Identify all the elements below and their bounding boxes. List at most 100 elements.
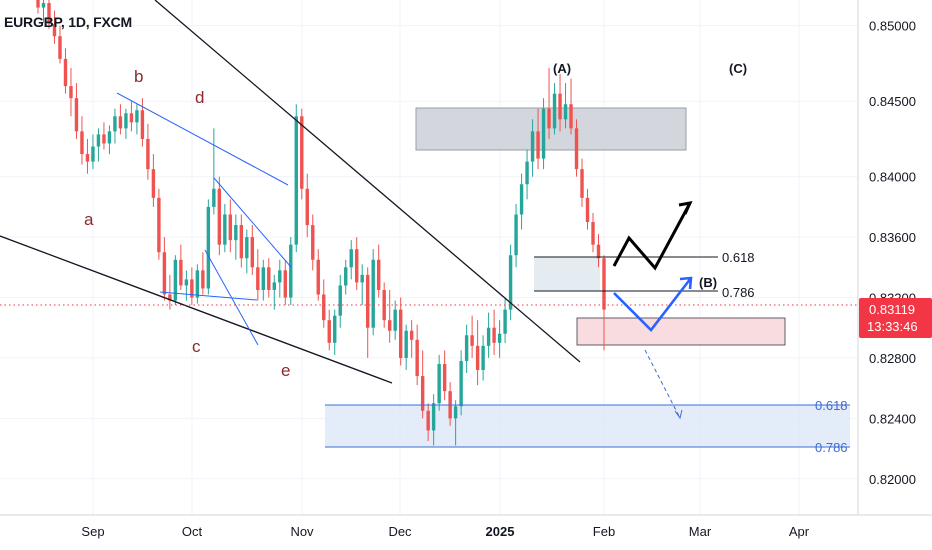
candle[interactable] bbox=[497, 320, 502, 358]
candle[interactable] bbox=[36, 0, 40, 14]
candle[interactable] bbox=[431, 394, 436, 446]
candle[interactable] bbox=[415, 324, 419, 386]
candle[interactable] bbox=[69, 67, 73, 117]
candle[interactable] bbox=[409, 320, 414, 358]
candle[interactable] bbox=[453, 400, 458, 446]
candle[interactable] bbox=[371, 249, 375, 336]
candle[interactable] bbox=[113, 108, 117, 144]
candle[interactable] bbox=[179, 244, 183, 290]
candle[interactable] bbox=[355, 237, 359, 290]
candle[interactable] bbox=[85, 138, 90, 174]
candle[interactable] bbox=[135, 104, 139, 135]
candle[interactable] bbox=[267, 258, 271, 298]
candle[interactable] bbox=[272, 274, 276, 310]
fib-zone-box[interactable] bbox=[534, 257, 600, 291]
candle[interactable] bbox=[519, 173, 524, 230]
candle[interactable] bbox=[256, 249, 260, 301]
candle[interactable] bbox=[322, 279, 326, 328]
candle[interactable] bbox=[574, 119, 579, 177]
candle[interactable] bbox=[239, 214, 244, 268]
candle[interactable] bbox=[162, 237, 167, 301]
candle[interactable] bbox=[344, 259, 348, 295]
candle[interactable] bbox=[201, 252, 205, 295]
candle[interactable] bbox=[212, 128, 216, 215]
candle[interactable] bbox=[442, 350, 447, 401]
candle[interactable] bbox=[294, 104, 298, 253]
candle[interactable] bbox=[157, 188, 161, 260]
candle[interactable] bbox=[327, 309, 331, 351]
candle[interactable] bbox=[470, 315, 474, 358]
candle[interactable] bbox=[184, 270, 189, 301]
candle[interactable] bbox=[278, 259, 282, 298]
candle[interactable] bbox=[569, 78, 573, 135]
candle[interactable] bbox=[547, 67, 551, 139]
candle[interactable] bbox=[492, 309, 496, 355]
candle[interactable] bbox=[96, 128, 101, 162]
candle[interactable] bbox=[333, 309, 337, 355]
candle[interactable] bbox=[124, 108, 128, 139]
candle[interactable] bbox=[80, 116, 84, 165]
candle[interactable] bbox=[596, 234, 601, 268]
lower-trendline[interactable] bbox=[0, 235, 393, 384]
candle[interactable] bbox=[464, 324, 469, 374]
candle[interactable] bbox=[63, 48, 68, 94]
candle[interactable] bbox=[245, 229, 249, 274]
candle[interactable] bbox=[316, 249, 320, 301]
candle[interactable] bbox=[459, 350, 463, 416]
candle[interactable] bbox=[41, 0, 46, 23]
candle[interactable] bbox=[305, 173, 309, 238]
candle[interactable] bbox=[563, 83, 568, 129]
candle[interactable] bbox=[289, 237, 293, 306]
price-axis[interactable]: 0.850000.845000.840000.836000.832000.828… bbox=[869, 19, 916, 487]
candle[interactable] bbox=[382, 282, 386, 328]
candle[interactable] bbox=[52, 10, 57, 44]
candle[interactable] bbox=[300, 108, 304, 200]
candle[interactable] bbox=[591, 212, 595, 253]
candle[interactable] bbox=[228, 199, 233, 253]
candle[interactable] bbox=[514, 203, 518, 268]
candle[interactable] bbox=[217, 176, 222, 256]
candle[interactable] bbox=[58, 25, 62, 64]
candle[interactable] bbox=[102, 122, 106, 150]
candle[interactable] bbox=[360, 264, 364, 306]
candle[interactable] bbox=[173, 255, 178, 306]
candle[interactable] bbox=[151, 154, 156, 207]
candle[interactable] bbox=[585, 188, 590, 230]
candle[interactable] bbox=[508, 244, 513, 321]
candle[interactable] bbox=[338, 274, 342, 328]
candle[interactable] bbox=[283, 259, 287, 306]
candle[interactable] bbox=[261, 259, 266, 301]
wedge-line-d-lower[interactable] bbox=[204, 249, 259, 346]
candle[interactable] bbox=[420, 350, 425, 419]
candle[interactable] bbox=[47, 0, 51, 29]
candle[interactable] bbox=[580, 158, 584, 207]
candle[interactable] bbox=[387, 289, 392, 343]
projection-blue-path[interactable] bbox=[613, 277, 693, 332]
candle[interactable] bbox=[129, 101, 134, 132]
candle[interactable] bbox=[146, 123, 150, 180]
candle[interactable] bbox=[91, 134, 95, 170]
candle[interactable] bbox=[503, 297, 507, 343]
candle[interactable] bbox=[530, 119, 535, 177]
candle[interactable] bbox=[195, 264, 200, 304]
resistance-zone[interactable] bbox=[415, 107, 687, 151]
candle[interactable] bbox=[349, 240, 353, 280]
candle[interactable] bbox=[525, 149, 529, 200]
projection-dashed-arrow[interactable] bbox=[644, 349, 681, 419]
candle[interactable] bbox=[552, 83, 557, 135]
target-zone-pink[interactable] bbox=[576, 317, 786, 346]
candle[interactable] bbox=[107, 125, 112, 155]
candle[interactable] bbox=[602, 255, 606, 351]
candle[interactable] bbox=[250, 225, 255, 275]
candle[interactable] bbox=[404, 324, 408, 371]
symbol-title[interactable]: EURGBP, 1D, FXCM bbox=[4, 14, 133, 30]
support-zone-blue[interactable] bbox=[325, 405, 850, 447]
projection-black-path[interactable] bbox=[612, 202, 692, 271]
candle[interactable] bbox=[398, 297, 403, 366]
candle[interactable] bbox=[206, 199, 211, 295]
candle[interactable] bbox=[118, 104, 123, 135]
candle[interactable] bbox=[140, 98, 145, 147]
candle[interactable] bbox=[481, 335, 485, 381]
candle[interactable] bbox=[558, 74, 562, 132]
